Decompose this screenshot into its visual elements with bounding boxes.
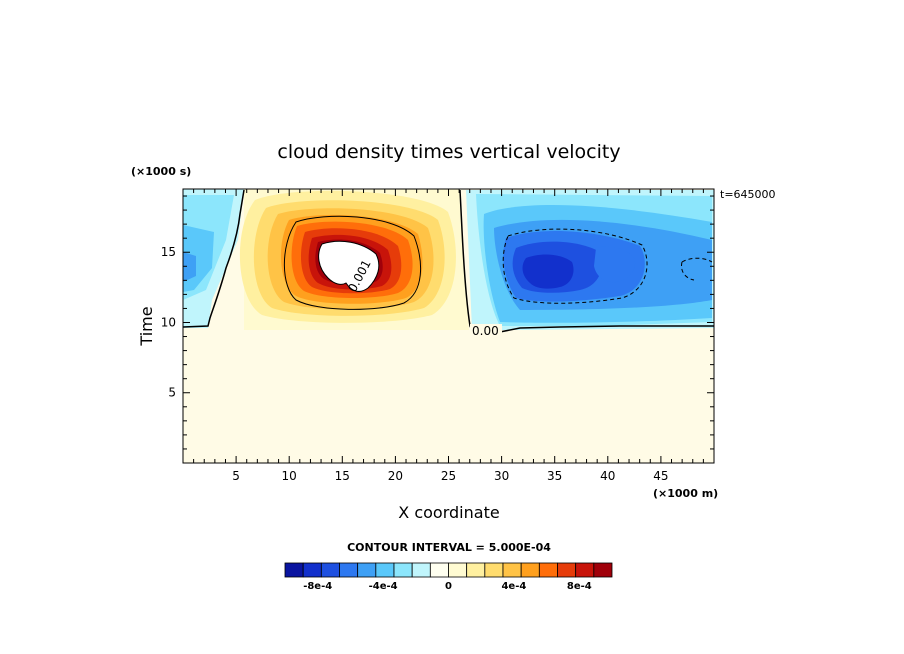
x-tick-label: 5	[232, 469, 240, 483]
colorbar-tick-label: -4e-4	[369, 581, 398, 592]
colorbar-swatch	[466, 562, 486, 578]
colorbar-swatch	[375, 562, 395, 578]
colorbar-tick-label: 4e-4	[501, 581, 526, 592]
colorbar-swatch	[302, 562, 322, 578]
colorbar-swatch	[339, 562, 359, 578]
colorbar-swatch	[593, 562, 613, 578]
contour-interval: CONTOUR INTERVAL = 5.000E-04	[347, 541, 551, 554]
x-tick-label: 10	[282, 469, 297, 483]
contour-label-zero: 0.00	[472, 324, 499, 338]
colorbar-swatch	[320, 562, 340, 578]
colorbar-tick-labels: -8e-4 -4e-4 0 4e-4 8e-4	[303, 581, 592, 592]
colorbar-swatch	[357, 562, 377, 578]
updraft-core	[318, 241, 379, 292]
y-units-label: (×1000 s)	[131, 165, 191, 178]
zero-contour-left	[183, 189, 245, 328]
colorbar-swatch	[538, 562, 558, 578]
colorbar-tick-label: 8e-4	[567, 581, 592, 592]
y-tick-label: 5	[168, 386, 176, 400]
x-tick-label: 20	[388, 469, 403, 483]
colorbar-swatch	[448, 562, 468, 578]
x-tick-label: 30	[494, 469, 509, 483]
y-tick-labels: 5 10 15	[161, 245, 176, 400]
y-axis-label: Time	[137, 306, 156, 346]
x-tick-label: 45	[653, 469, 668, 483]
x-tick-label: 25	[441, 469, 456, 483]
contour-field	[183, 189, 714, 333]
colorbar-swatch	[520, 562, 540, 578]
x-units-label: (×1000 m)	[653, 487, 718, 500]
x-axis-label: X coordinate	[398, 503, 499, 522]
y-tick-label: 15	[161, 245, 176, 259]
updraft-contours	[239, 190, 456, 323]
time-label: t=645000	[720, 188, 776, 201]
colorbar-swatch	[484, 562, 504, 578]
colorbar-tick-label: 0	[445, 581, 452, 592]
edge-contours	[183, 189, 244, 328]
colorbar-swatch	[502, 562, 522, 578]
colorbar-tick-label: -8e-4	[303, 581, 332, 592]
x-tick-label: 35	[547, 469, 562, 483]
zero-contour-right	[459, 189, 714, 333]
colorbar-swatch	[411, 562, 431, 578]
colorbar-swatch	[575, 562, 595, 578]
colorbar	[284, 562, 613, 578]
x-tick-labels: 5 10 15 20 25 30 35 40 45	[232, 469, 668, 483]
plot-area: 0.001 0.00	[182, 188, 715, 464]
y-tick-label: 10	[161, 315, 176, 329]
x-tick-label: 15	[335, 469, 350, 483]
chart-title: cloud density times vertical velocity	[277, 141, 620, 163]
colorbar-swatch	[393, 562, 413, 578]
x-tick-label: 40	[600, 469, 615, 483]
downdraft-contours	[466, 190, 714, 330]
colorbar-swatch	[557, 562, 577, 578]
colorbar-swatch	[284, 562, 304, 578]
colorbar-swatch	[429, 562, 449, 578]
contour-label-bg	[470, 324, 502, 336]
axis-ticks	[183, 189, 714, 463]
